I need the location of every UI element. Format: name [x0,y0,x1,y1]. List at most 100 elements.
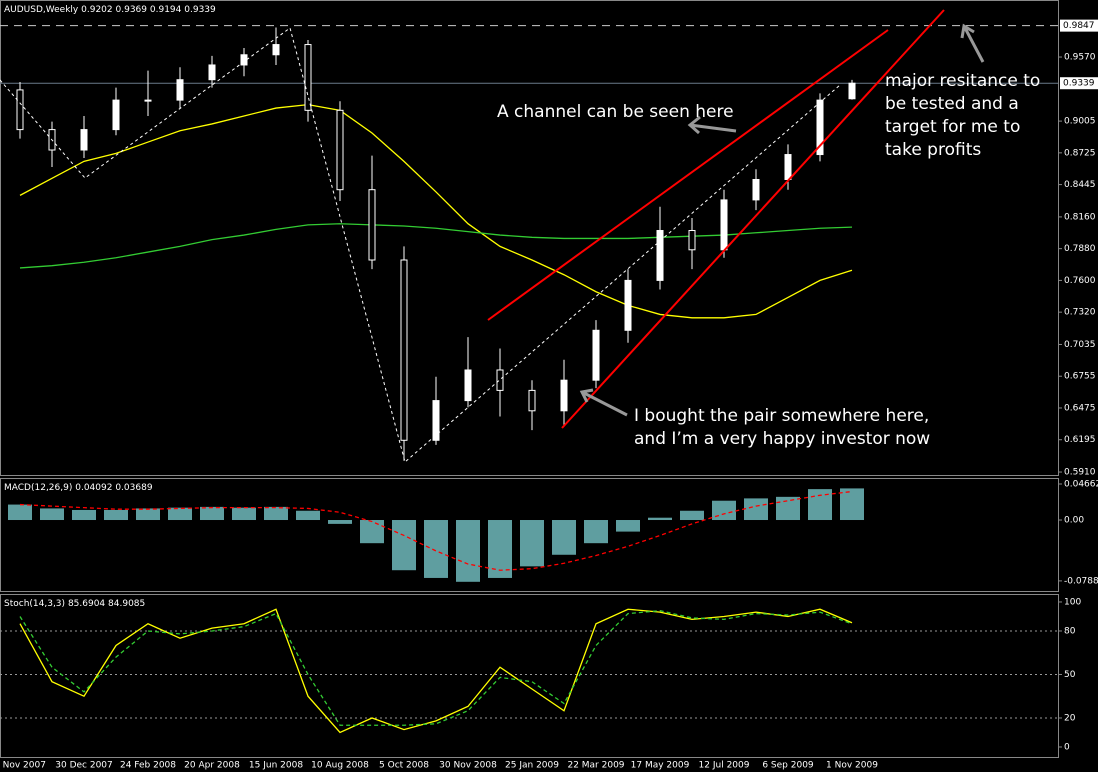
bar [648,517,672,521]
bar [40,508,64,521]
arrow [687,115,737,135]
x-tick-label: 20 Apr 2008 [184,761,240,771]
x-tick-label: 15 Jun 2008 [249,761,303,771]
candle-body [528,389,536,412]
title: Stoch(14,3,3) [4,599,65,609]
candle-body [368,189,376,261]
candle-body [80,129,88,151]
title: MACD(12,26,9) [4,483,72,493]
candle-body [240,54,248,66]
bar [264,506,288,521]
y-tick-label: 0.9570 [1064,53,1096,63]
high: 0.9369 [116,5,148,15]
bar [296,510,320,521]
last-price-label: 0.9339 [1063,79,1095,89]
x-tick-label: 1 Nov 2009 [826,761,878,771]
candle-body [688,230,696,251]
candle-body [656,230,664,281]
bar [104,509,128,521]
y-tick-label: -0.07882 [1064,576,1098,586]
bar [616,520,640,532]
low: 0.9194 [150,5,182,15]
annotation: be tested and a [885,94,1019,114]
main-value: 85.6904 [68,599,105,609]
candle-body [752,178,760,201]
bar [232,507,256,521]
candle-body [16,89,24,131]
y-tick-label: 100 [1064,597,1081,607]
x-tick-label: 17 May 2009 [631,761,690,771]
bar [200,506,224,521]
y-tick-label: 0.6195 [1064,435,1096,445]
x-tick-label: 4 Nov 2007 [0,761,46,771]
bar [840,488,864,521]
y-tick-label: 50 [1064,670,1076,680]
bar [360,520,384,544]
macd-frame [0,478,1059,592]
x-tick-label: 12 Jul 2009 [699,761,750,771]
candle-body [272,44,280,56]
annotation: target for me to [885,117,1020,137]
bar [456,520,480,582]
bar [552,520,576,555]
arrows [579,23,985,417]
line [19,608,853,734]
line [19,104,853,319]
macd-value: 0.04092 [75,483,112,493]
line [19,223,853,269]
candle-body [176,79,184,101]
x-tick-label: 30 Dec 2007 [55,761,113,771]
annotation: A channel can be seen here [497,102,734,122]
y-tick-label: 0.6755 [1064,372,1096,382]
line [19,610,853,726]
channel-top [487,29,889,321]
candle-body [144,99,152,102]
x-tick-label: 22 Mar 2009 [567,761,624,771]
candle-body [432,400,440,441]
candle-body [624,279,632,331]
title: AUDUSD,Weekly [4,5,79,15]
x-tick-label: 5 Oct 2008 [379,761,429,771]
candle-body [400,259,408,441]
bar [136,508,160,521]
annotation: major resitance to [885,71,1040,91]
annotation: and I’m a very happy investor now [634,429,930,449]
close: 0.9339 [184,5,216,15]
y-tick-label: 80 [1064,626,1076,636]
arrow [960,23,985,63]
candle-body [816,99,824,156]
price-box [1060,19,1098,32]
bar [328,520,352,524]
y-tick-label: 0.00 [1064,516,1084,526]
candle-body [336,109,344,191]
candle-body [496,369,504,391]
signal-value: 0.03689 [115,483,152,493]
y-tick-label: 0.8160 [1064,212,1096,222]
reference-label: 0.9847 [1063,21,1095,31]
drawings [0,9,985,463]
y-tick-label: 0.7035 [1064,340,1096,350]
x-tick-label: 6 Sep 2009 [762,761,814,771]
open: 0.9202 [81,5,113,15]
y-tick-label: 0 [1064,742,1070,752]
bar [72,509,96,521]
y-tick-label: 0.8445 [1064,180,1096,190]
price-box [1060,77,1098,90]
x-tick-label: 30 Nov 2008 [439,761,497,771]
annotation: take profits [885,140,981,160]
y-tick-label: 0.7600 [1064,276,1096,286]
y-tick-label: 0.04662 [1064,480,1098,490]
bar [8,504,32,521]
bar [584,520,608,544]
y-tick-label: 0.6475 [1064,403,1096,413]
bar [776,496,800,521]
bar [520,520,544,567]
y-tick-label: 20 [1064,713,1076,723]
x-tick-label: 10 Aug 2008 [311,761,369,771]
candle-body [720,199,728,251]
candle-body [208,64,216,81]
candle-body [304,44,312,111]
candle-body [848,82,856,100]
price-header: AUDUSD,Weekly 0.9202 0.9369 0.9194 0.933… [4,5,216,15]
